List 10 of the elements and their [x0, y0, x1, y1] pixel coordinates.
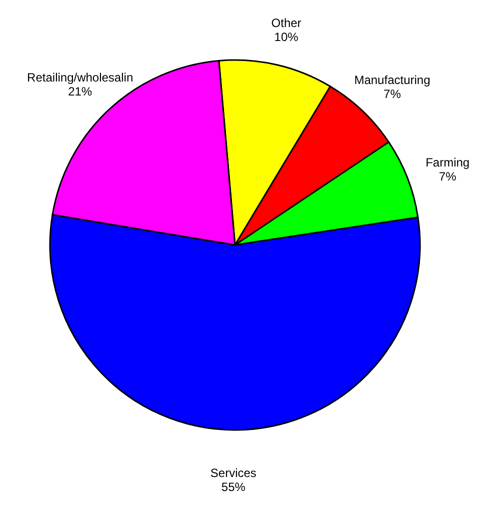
slice-label: Services	[210, 466, 256, 480]
slice-label: Manufacturing	[354, 72, 430, 87]
data-label: 55%	[221, 480, 246, 494]
slice-label: Farming	[426, 156, 470, 170]
slice-label: Other	[271, 16, 302, 30]
data-label: 7%	[384, 86, 402, 101]
slice-label: Retailing/wholesalin	[27, 70, 134, 85]
data-label: 7%	[438, 170, 457, 184]
data-label: 10%	[274, 30, 299, 44]
data-label: 21%	[68, 84, 92, 99]
